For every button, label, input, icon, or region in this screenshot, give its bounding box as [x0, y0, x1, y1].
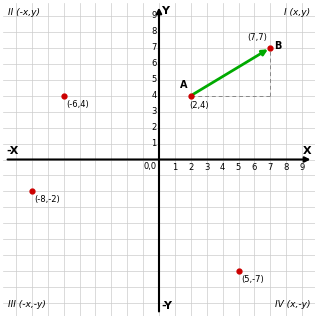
Text: 9: 9 [151, 11, 157, 20]
Text: 9: 9 [300, 163, 305, 172]
Text: (7,7): (7,7) [247, 33, 267, 42]
Text: 3: 3 [204, 163, 209, 172]
Text: (-8,-2): (-8,-2) [34, 195, 60, 204]
Text: 1: 1 [151, 139, 157, 148]
Text: -Y: -Y [161, 301, 172, 311]
Text: 4: 4 [220, 163, 225, 172]
Text: Y: Y [161, 6, 169, 16]
Text: 3: 3 [151, 107, 157, 116]
Text: 6: 6 [151, 59, 157, 68]
Text: 6: 6 [252, 163, 257, 172]
Text: I (x,y): I (x,y) [284, 8, 310, 17]
Text: III (-x,-y): III (-x,-y) [8, 300, 46, 309]
Text: II (-x,y): II (-x,y) [8, 8, 40, 17]
Text: IV (x,-y): IV (x,-y) [274, 300, 310, 309]
Text: 5: 5 [151, 75, 157, 84]
Text: 7: 7 [268, 163, 273, 172]
Text: 8: 8 [151, 27, 157, 36]
Text: (-6,4): (-6,4) [66, 100, 89, 109]
Text: 2: 2 [151, 123, 157, 132]
Text: 7: 7 [151, 43, 157, 52]
Text: (2,4): (2,4) [189, 101, 209, 110]
Text: 1: 1 [172, 163, 177, 172]
Text: 4: 4 [151, 91, 157, 100]
Text: -X: -X [6, 145, 19, 155]
Text: A: A [180, 80, 188, 90]
Text: 8: 8 [284, 163, 289, 172]
Text: 2: 2 [188, 163, 193, 172]
Text: (5,-7): (5,-7) [241, 275, 264, 284]
Text: B: B [274, 41, 282, 51]
Text: 5: 5 [236, 163, 241, 172]
Text: X: X [303, 145, 312, 155]
Text: 0,0: 0,0 [143, 162, 157, 171]
